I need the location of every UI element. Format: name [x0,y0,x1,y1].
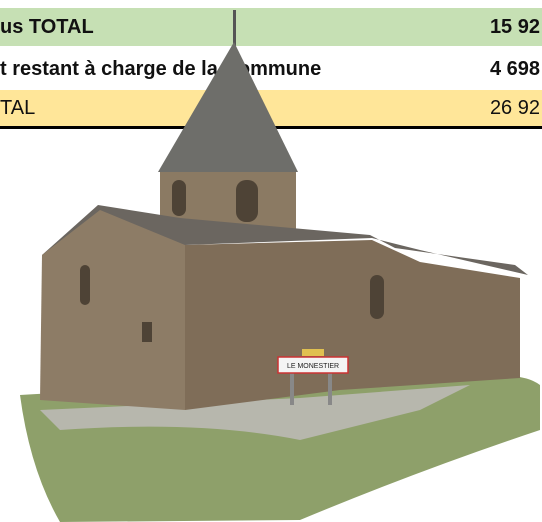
window [172,180,186,216]
window [236,180,258,222]
window [142,322,152,342]
sign-text: LE MONESTIER [287,363,339,370]
spire [158,42,298,172]
page: us TOTAL 15 92 t restant à charge de la … [0,0,542,522]
window [370,275,384,319]
sign-post [328,370,332,405]
church-photo: LE MONESTIER [0,0,542,522]
west-wall [40,210,185,410]
window [80,265,90,305]
sign-plate [302,349,324,356]
sign-post [290,370,294,405]
